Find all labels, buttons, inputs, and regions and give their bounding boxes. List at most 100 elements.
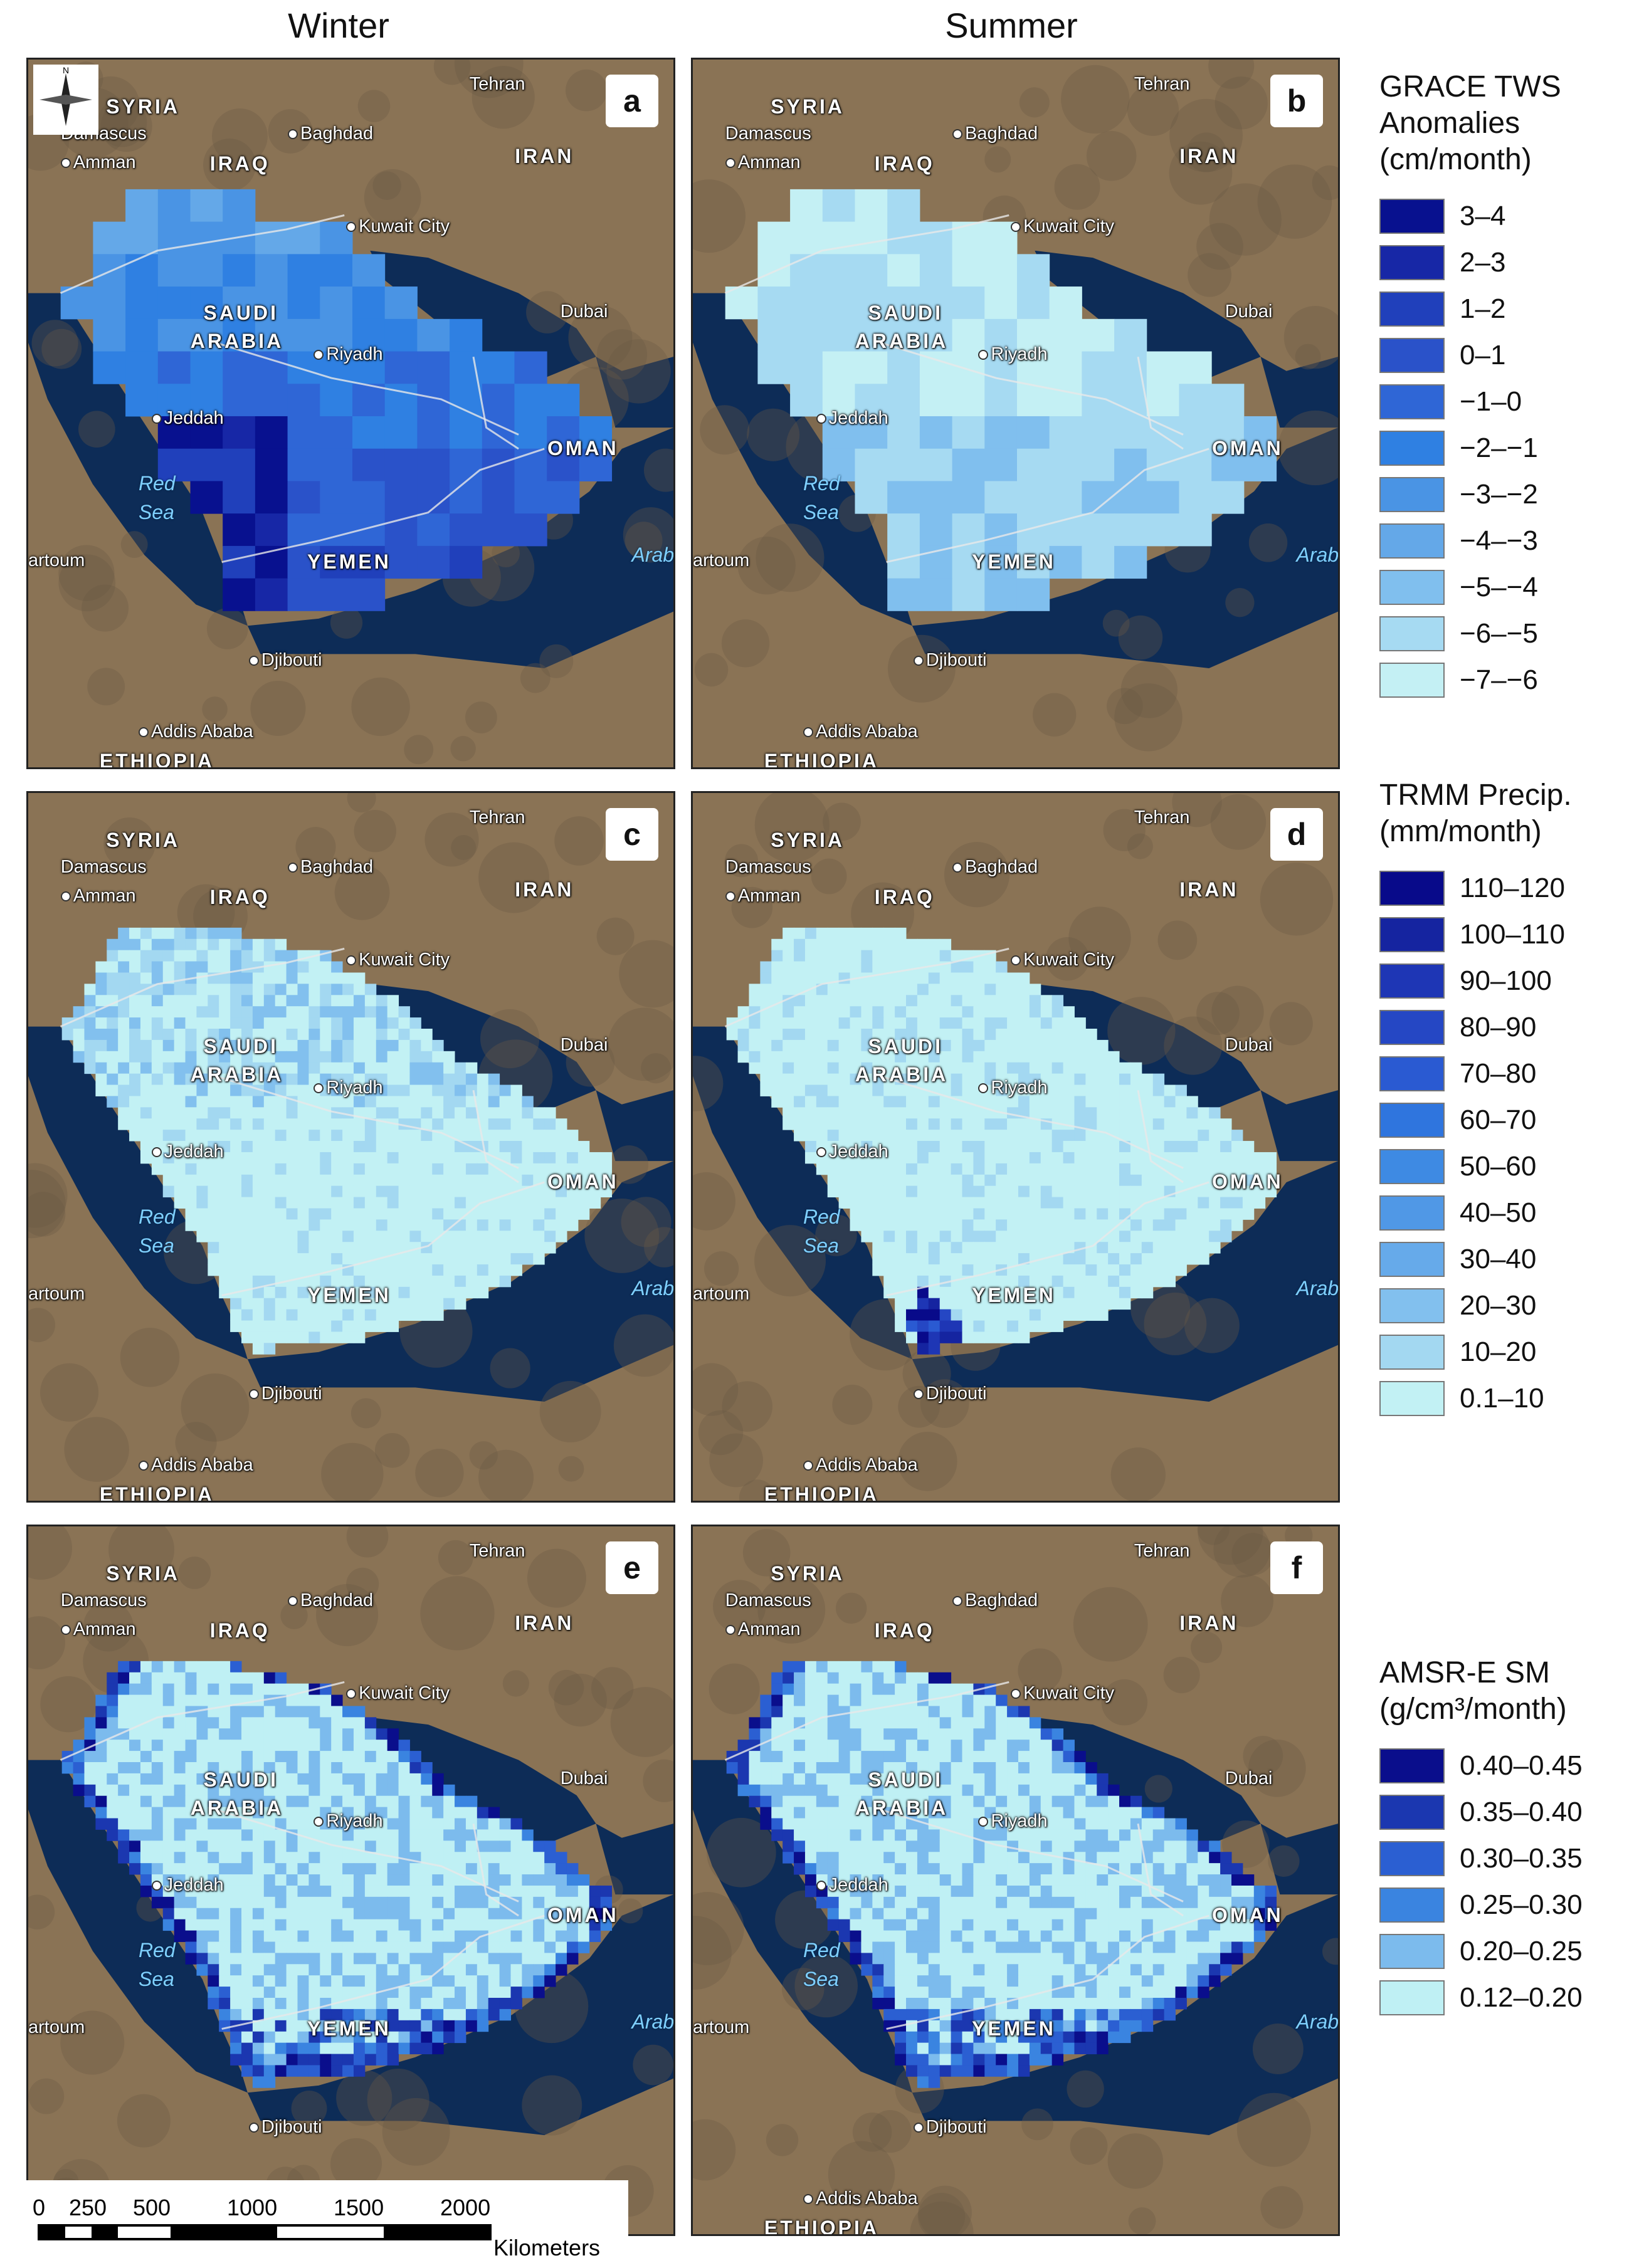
raster-cell bbox=[331, 1751, 343, 1763]
raster-cell bbox=[297, 2065, 309, 2077]
raster-cell bbox=[1074, 1941, 1086, 1953]
raster-cell bbox=[297, 1896, 309, 1909]
legend-item: 1–2 bbox=[1379, 286, 1561, 332]
raster-cell bbox=[1119, 1964, 1131, 1976]
raster-cell bbox=[883, 2008, 895, 2021]
raster-cell bbox=[398, 1174, 410, 1187]
raster-cell bbox=[384, 318, 418, 352]
raster-cell bbox=[353, 1320, 366, 1332]
raster-cell bbox=[286, 1231, 298, 1242]
raster-cell bbox=[241, 1694, 253, 1706]
raster-cell bbox=[364, 1096, 377, 1108]
raster-cell bbox=[275, 1829, 287, 1841]
raster-cell bbox=[223, 189, 256, 223]
raster-cell bbox=[883, 1275, 895, 1288]
raster-cell bbox=[737, 1051, 749, 1063]
raster-cell bbox=[1175, 1118, 1187, 1130]
raster-cell bbox=[1018, 1762, 1030, 1774]
raster-cell bbox=[973, 2065, 985, 2077]
raster-cell bbox=[421, 1084, 433, 1096]
raster-cell bbox=[522, 1975, 534, 1987]
city-label: Djibouti bbox=[914, 2117, 987, 2138]
raster-cell bbox=[760, 1706, 772, 1718]
raster-cell bbox=[760, 995, 772, 1007]
raster-cell bbox=[107, 961, 119, 973]
raster-cell bbox=[297, 1039, 309, 1052]
raster-cell bbox=[320, 1773, 332, 1785]
raster-cell bbox=[263, 1773, 276, 1785]
raster-cell bbox=[443, 1941, 455, 1953]
raster-cell bbox=[1141, 1242, 1154, 1254]
raster-cell bbox=[962, 1029, 974, 1041]
raster-cell bbox=[749, 1039, 761, 1052]
raster-cell bbox=[1063, 1896, 1075, 1909]
raster-cell bbox=[928, 938, 941, 951]
raster-cell bbox=[230, 1062, 242, 1074]
raster-cell bbox=[917, 972, 929, 984]
raster-cell bbox=[1119, 1852, 1131, 1864]
raster-cell bbox=[510, 1219, 522, 1231]
raster-cell bbox=[297, 1219, 309, 1231]
raster-cell bbox=[895, 1253, 907, 1265]
raster-cell bbox=[1063, 2008, 1075, 2021]
raster-cell bbox=[1063, 2031, 1075, 2044]
raster-cell bbox=[263, 972, 276, 984]
raster-cell bbox=[286, 1286, 298, 1299]
country-border-3 bbox=[1137, 1089, 1184, 1184]
raster-cell bbox=[252, 1953, 265, 1965]
raster-cell bbox=[230, 1975, 242, 1987]
raster-cell bbox=[196, 1773, 208, 1785]
raster-cell bbox=[353, 1975, 366, 1987]
raster-cell bbox=[1040, 1141, 1053, 1153]
raster-cell bbox=[409, 1152, 421, 1164]
raster-cell bbox=[208, 1096, 219, 1108]
raster-cell bbox=[241, 1885, 253, 1898]
raster-cell bbox=[432, 2042, 444, 2055]
raster-cell bbox=[297, 1885, 309, 1898]
raster-cell bbox=[331, 1051, 343, 1063]
raster-cell bbox=[162, 1118, 175, 1130]
raster-cell bbox=[432, 1919, 444, 1931]
raster-cell bbox=[939, 1152, 952, 1164]
raster-cell bbox=[522, 1197, 534, 1209]
raster-cell bbox=[1097, 1807, 1109, 1819]
raster-cell bbox=[883, 1896, 895, 1909]
raster-cell bbox=[219, 961, 231, 973]
raster-cell bbox=[1209, 1242, 1221, 1254]
raster-cell bbox=[421, 1941, 433, 1953]
raster-cell bbox=[1119, 1174, 1131, 1187]
raster-cell bbox=[1119, 1298, 1131, 1310]
raster-cell bbox=[342, 1039, 354, 1052]
raster-cell bbox=[1097, 1185, 1109, 1198]
raster-cell bbox=[286, 1118, 298, 1130]
raster-cell bbox=[364, 1930, 377, 1942]
raster-cell bbox=[455, 1197, 466, 1209]
raster-cell bbox=[255, 481, 288, 514]
raster-cell bbox=[1007, 1331, 1019, 1343]
raster-cell bbox=[883, 2020, 895, 2032]
raster-cell bbox=[973, 1197, 985, 1209]
raster-cell bbox=[984, 1208, 996, 1220]
raster-cell bbox=[465, 1084, 478, 1096]
raster-cell bbox=[499, 1096, 512, 1108]
raster-cell bbox=[151, 1795, 164, 1808]
raster-cell bbox=[1049, 481, 1082, 514]
raster-cell bbox=[95, 1039, 107, 1052]
raster-cell bbox=[465, 1998, 478, 2010]
raster-cell bbox=[342, 995, 354, 1007]
country-label: YEMEN bbox=[972, 2017, 1056, 2040]
raster-cell bbox=[1007, 1320, 1019, 1332]
raster-cell bbox=[331, 1320, 343, 1332]
raster-cell bbox=[118, 1706, 130, 1718]
raster-cell bbox=[151, 1717, 164, 1729]
raster-cell bbox=[185, 1062, 197, 1074]
raster-cell bbox=[996, 1208, 1008, 1220]
raster-cell bbox=[1018, 1829, 1030, 1841]
raster-cell bbox=[196, 1219, 208, 1231]
raster-cell bbox=[140, 1818, 152, 1830]
raster-cell bbox=[804, 1062, 817, 1074]
raster-cell bbox=[838, 1107, 851, 1119]
raster-cell bbox=[477, 1163, 489, 1175]
raster-cell bbox=[174, 1107, 186, 1119]
raster-cell bbox=[1074, 1885, 1086, 1898]
